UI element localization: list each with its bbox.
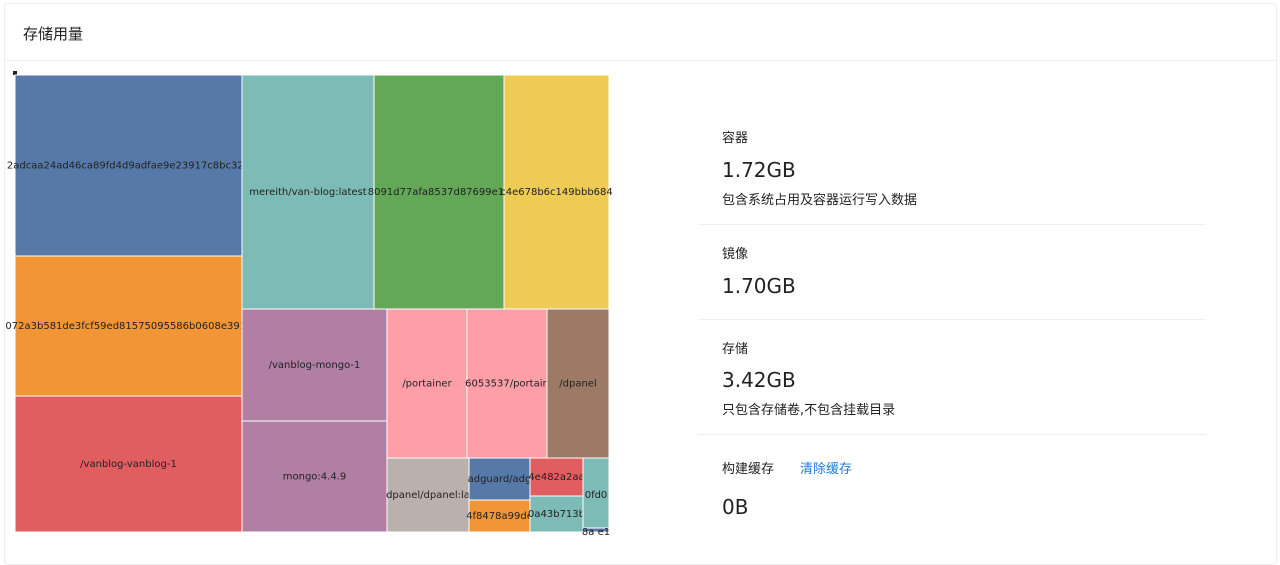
treemap-tile [14, 395, 243, 533]
card-title: 存储用量 [23, 25, 84, 43]
tile-label: c4e678b6c149bbb684 [500, 187, 613, 198]
stat-title: 镜像 [722, 247, 749, 262]
treemap-tile [503, 74, 610, 310]
tile-label: 8091d77afa8537d87699e1a [368, 187, 511, 198]
divider [698, 319, 1206, 320]
treemap-root-marker [13, 71, 17, 75]
tile-label: mongo:4.4.9 [283, 472, 346, 483]
treemap-tile [241, 74, 375, 310]
stat-value: 0B [722, 495, 749, 519]
clear-cache-link[interactable]: 清除缓存 [800, 462, 853, 477]
stat-value: 1.72GB [722, 158, 796, 182]
stat-title: 容器 [722, 131, 749, 146]
tile-label: 8a e1 [582, 527, 610, 538]
treemap-tile [14, 74, 243, 257]
tile-label: 072a3b581de3fcf59ed81575095586b0608e391c [5, 321, 251, 332]
page: 存储用量 2adcaa24ad46ca89fd4d9adfae9e23917c8… [4, 3, 1277, 565]
treemap-tile [241, 308, 388, 422]
tile-label: adguard/adg [468, 474, 532, 485]
divider [698, 224, 1206, 225]
treemap-tile [373, 74, 505, 310]
tile-label: 0fd0 [585, 490, 608, 501]
tile-label: dpanel/dpanel:la [386, 490, 470, 501]
tile-label: /dpanel [559, 379, 596, 390]
divider [698, 434, 1206, 435]
card-header: 存储用量 [5, 4, 1276, 61]
treemap-tile [468, 457, 531, 501]
stat-title: 构建缓存 [722, 462, 775, 477]
stat-value: 3.42GB [722, 368, 796, 392]
stat-note: 只包含存储卷,不包含挂载目录 [722, 403, 896, 418]
stat-title: 存储 [722, 342, 749, 357]
tile-label: 4e482a2aa [528, 472, 584, 483]
treemap: 2adcaa24ad46ca89fd4d9adfae9e23917c8bc328… [5, 71, 613, 538]
treemap-tile [466, 308, 548, 459]
tile-label: /vanblog-mongo-1 [269, 360, 361, 371]
treemap-tile [546, 308, 610, 459]
treemap-tile [386, 457, 470, 533]
tile-label: /portainer [402, 379, 452, 390]
tile-label: /vanblog-vanblog-1 [80, 459, 177, 470]
tile-label: 0a43b713b [528, 509, 585, 520]
treemap-tile [529, 495, 584, 533]
treemap-tile [582, 527, 610, 533]
stat-value: 1.70GB [722, 274, 796, 298]
stat-note: 包含系统占用及容器运行写入数据 [722, 193, 918, 208]
tile-label: 6053537/portain [465, 379, 549, 390]
tile-label: mereith/van-blog:latest [249, 187, 366, 198]
treemap-tile [241, 420, 388, 533]
tile-label: 2adcaa24ad46ca89fd4d9adfae9e23917c8bc328 [7, 161, 250, 172]
tile-label: 4f8478a99de [466, 511, 533, 522]
treemap-tile [386, 308, 468, 459]
